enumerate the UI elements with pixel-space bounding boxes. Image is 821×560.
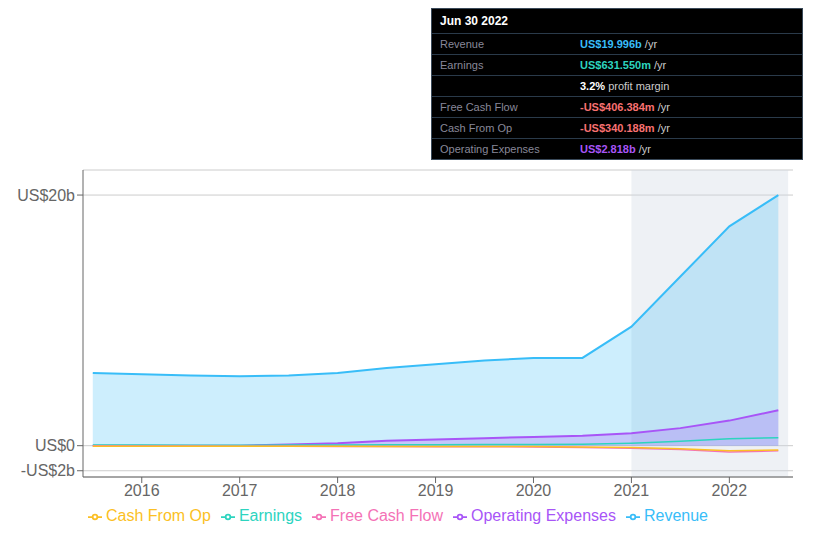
html-text:US$631.550m /yr: US$631.550m /yr bbox=[580, 59, 667, 71]
html-text:Revenue: Revenue bbox=[644, 507, 708, 524]
html-text:Free Cash Flow: Free Cash Flow bbox=[330, 507, 443, 524]
svg-text:2020: 2020 bbox=[516, 482, 552, 499]
html-text:Cash From Op: Cash From Op bbox=[106, 507, 211, 524]
svg-text:US$20b: US$20b bbox=[17, 187, 75, 204]
svg-text:US$0: US$0 bbox=[35, 437, 75, 454]
html-text:-US$406.384m /yr: -US$406.384m /yr bbox=[580, 101, 670, 113]
html-text:Revenue: Revenue bbox=[440, 38, 484, 50]
html-text:Earnings: Earnings bbox=[238, 507, 303, 524]
html-text:Free Cash Flow: Free Cash Flow bbox=[440, 101, 518, 113]
svg-text:2018: 2018 bbox=[320, 482, 356, 499]
html-text:US$19.996b /yr: US$19.996b /yr bbox=[580, 38, 657, 50]
html-text:Operating Expenses: Operating Expenses bbox=[471, 507, 616, 524]
svg-text:2017: 2017 bbox=[222, 482, 258, 499]
svg-text:2016: 2016 bbox=[124, 482, 160, 499]
html-text:-US$340.188m /yr: -US$340.188m /yr bbox=[580, 122, 670, 134]
svg-text:2022: 2022 bbox=[712, 482, 748, 499]
html-text:US$2.818b /yr: US$2.818b /yr bbox=[580, 143, 651, 155]
html-text:Cash From Op: Cash From Op bbox=[440, 122, 513, 134]
html-text:Earnings: Earnings bbox=[440, 59, 484, 71]
svg-text:-US$2b: -US$2b bbox=[21, 462, 75, 479]
html-text:Operating Expenses: Operating Expenses bbox=[440, 143, 540, 155]
html-text:Jun 30 2022: Jun 30 2022 bbox=[440, 14, 508, 28]
svg-text:2019: 2019 bbox=[418, 482, 454, 499]
svg-text:2021: 2021 bbox=[614, 482, 650, 499]
html-text:3.2% profit margin: 3.2% profit margin bbox=[580, 80, 670, 92]
